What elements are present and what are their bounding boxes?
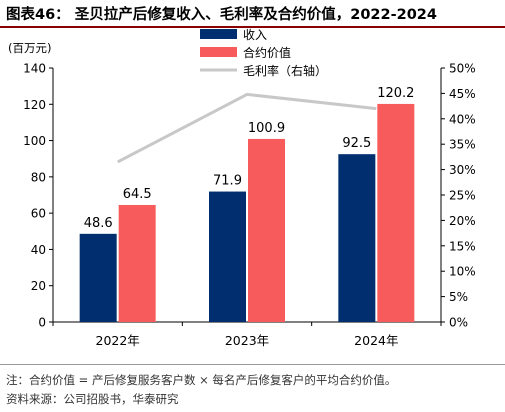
bar-revenue: [209, 191, 246, 322]
y-left-tick-label: 100: [23, 134, 46, 148]
data-label: 48.6: [84, 216, 113, 231]
y-right-tick-label: 25%: [449, 189, 476, 203]
legend-swatch-contract-value: [200, 47, 237, 57]
bar-revenue: [79, 233, 117, 322]
data-labels: 48.6 64.5 71.9 100.9 92.5 120.2: [84, 86, 415, 231]
legend-swatch-revenue: [200, 29, 237, 39]
line-series: [116, 92, 377, 164]
data-label: 100.9: [248, 121, 285, 136]
y-right-tick-label: 45%: [449, 87, 476, 101]
chart-axes: (百万元) 0 20 40 60 80 100 120 140 0% 5% 10% 15% 20% 25% 3…: [8, 41, 476, 348]
y-axis-unit-label: (百万元): [8, 41, 51, 55]
x-tick-label: 2023年: [225, 333, 269, 348]
y-left-tick-label: 60: [31, 207, 46, 221]
y-right-tick-label: 15%: [449, 239, 476, 253]
y-right-tick-label: 0%: [449, 316, 468, 330]
figure-title: 图表46： 圣贝拉产后修复收入、毛利率及合约价值，2022-2024: [6, 7, 437, 23]
gross-margin-line: [116, 92, 377, 164]
bar-revenue: [338, 154, 376, 322]
y-left-tick-label: 80: [31, 170, 46, 184]
y-left-tick-label: 140: [23, 62, 46, 76]
bar-series: [79, 103, 415, 323]
bar-contract-value: [377, 103, 415, 323]
legend-label: 收入: [243, 28, 267, 42]
y-right-tick-label: 35%: [449, 138, 476, 152]
y-right-tick-label: 40%: [449, 112, 476, 126]
bar-contract-value: [248, 138, 285, 322]
data-label: 71.9: [213, 174, 242, 189]
data-label: 92.5: [342, 136, 371, 151]
title-divider: [0, 26, 505, 28]
y-right-tick-label: 30%: [449, 163, 476, 177]
y-right-tick-label: 5%: [449, 290, 468, 304]
y-right-tick-label: 10%: [449, 265, 476, 279]
y-left-tick-label: 40: [31, 243, 46, 257]
footer-divider: [0, 364, 505, 365]
source-note: 资料来源：公司招股书，华泰研究: [6, 392, 179, 406]
x-tick-label: 2022年: [96, 333, 140, 348]
x-tick-label: 2024年: [354, 333, 398, 348]
legend-label: 合约价值: [243, 45, 291, 60]
combo-chart: (百万元) 0 20 40 60 80 100 120 140 0% 5% 10% 15% 20% 25% 3…: [8, 28, 476, 348]
y-left-tick-label: 120: [23, 98, 46, 112]
y-left-tick-label: 20: [31, 279, 46, 293]
y-right-tick-label: 50%: [449, 62, 476, 76]
legend-label: 毛利率（右轴）: [243, 63, 327, 78]
bar-contract-value: [118, 204, 156, 322]
data-label: 64.5: [123, 187, 152, 202]
y-right-tick-label: 20%: [449, 214, 476, 228]
y-left-tick-label: 0: [38, 316, 46, 330]
data-label: 120.2: [377, 86, 414, 101]
footnote: 注：合约价值 = 产后修复服务客户数 × 每名产后修复客户的平均合约价值。: [6, 373, 397, 387]
